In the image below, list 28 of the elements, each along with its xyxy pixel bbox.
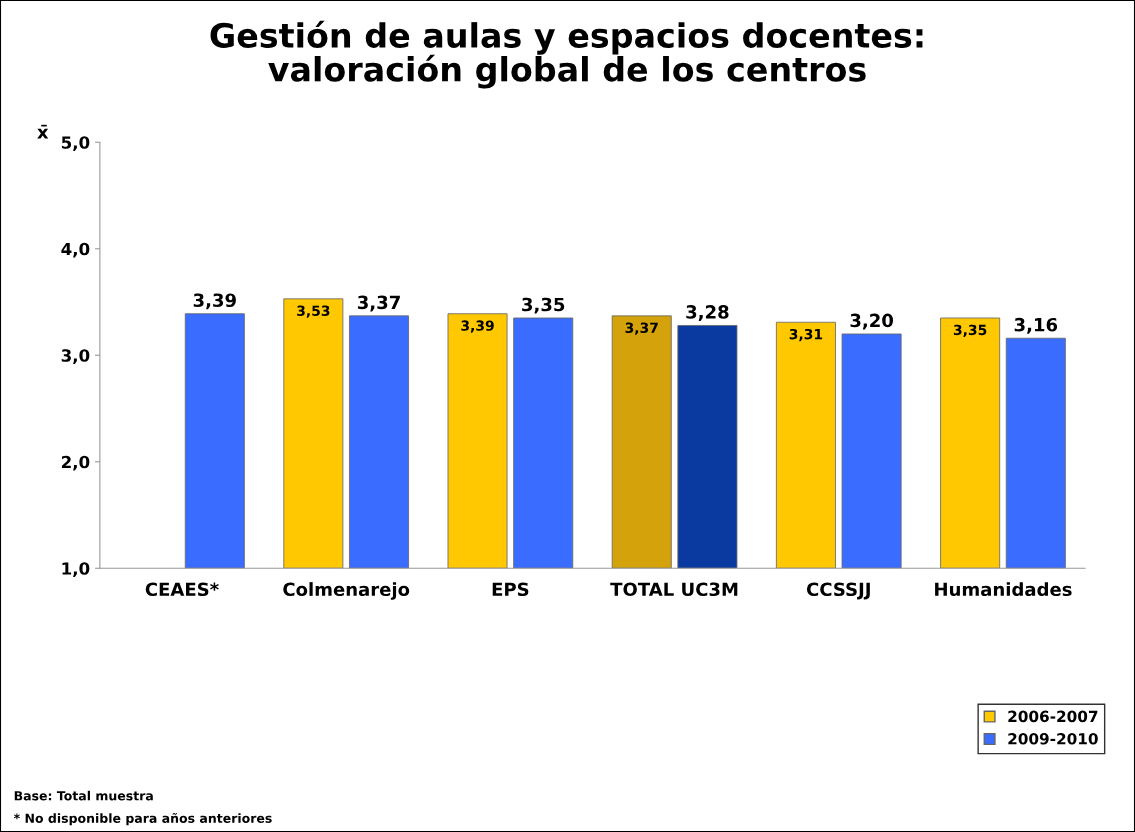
x-tick-label: TOTAL UC3M — [610, 582, 738, 597]
data-label: 3,35 — [522, 297, 565, 314]
y-axis-title: x̄ — [37, 124, 49, 139]
data-label: 3,39 — [461, 320, 494, 333]
data-label: 3,31 — [789, 328, 823, 342]
legend-label: 2009-2010 — [1008, 733, 1098, 745]
x-tick-label: Colmenarejo — [283, 582, 410, 600]
x-tick-label: EPS — [492, 582, 529, 597]
data-label: 3,16 — [1014, 317, 1058, 334]
y-tick-label: 4,0 — [61, 242, 90, 258]
y-tick-label: 3,0 — [61, 349, 90, 364]
x-tick-label: Humanidades — [935, 582, 1072, 597]
data-label: 3,20 — [850, 313, 894, 330]
data-label: 3,28 — [686, 305, 729, 322]
text: Base: Total muestra — [14, 790, 153, 801]
data-label: 3,35 — [953, 324, 987, 337]
data-label: 3,37 — [357, 295, 400, 312]
chart-title: Gestión de aulas y espacios docentes: valoración global de los centros — [210, 20, 923, 89]
y-tick-label: 2,0 — [61, 455, 90, 471]
y-tick-label: 1,0 — [62, 562, 90, 577]
data-label: 3,39 — [193, 293, 236, 310]
x-tick-label: CCSSJJ — [806, 582, 870, 600]
legend-label: 2006-2007 — [1008, 710, 1098, 723]
text: * No disponible para años anteriores — [13, 813, 272, 826]
data-label: 3,37 — [625, 322, 658, 335]
data-label: 3,53 — [297, 305, 330, 318]
y-tick-label: 5,0 — [61, 136, 90, 151]
x-tick-label: CEAES* — [145, 582, 219, 597]
